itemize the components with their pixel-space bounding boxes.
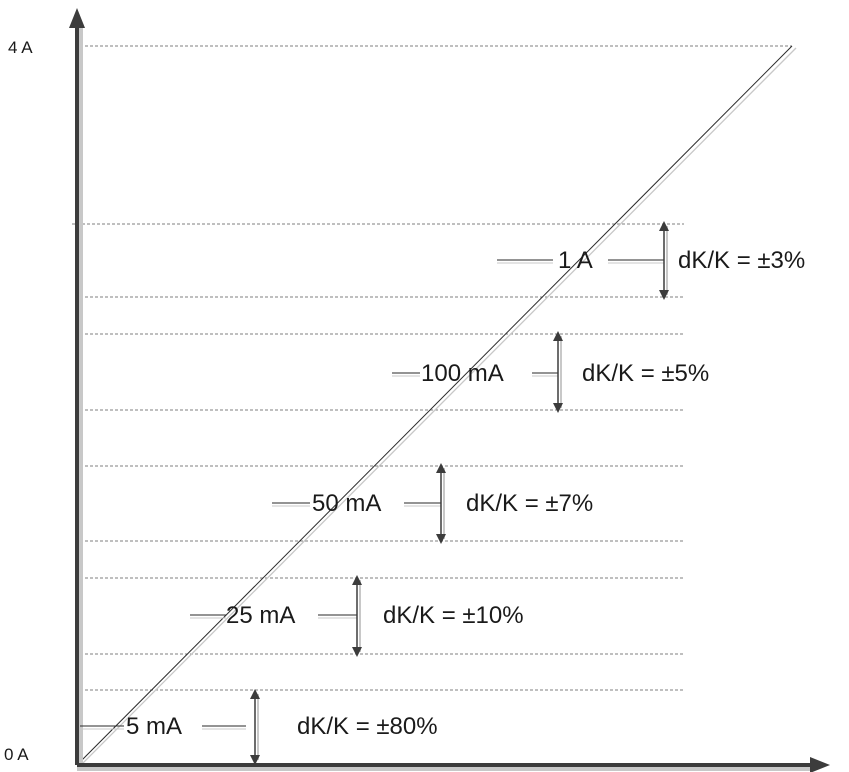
range-diagonal bbox=[79, 45, 797, 765]
band-tolerance-label: dK/K = ±80% bbox=[297, 713, 438, 740]
band-current-label: 25 mA bbox=[226, 602, 295, 629]
band-tolerance-label: dK/K = ±7% bbox=[466, 490, 593, 517]
band-1a: 1 A dK/K = ±3% bbox=[497, 221, 805, 300]
band-100ma: 100 mA dK/K = ±5% bbox=[392, 331, 709, 413]
band-25ma: 25 mA dK/K = ±10% bbox=[190, 575, 524, 657]
band-current-label: 5 mA bbox=[126, 713, 182, 740]
y-axis-top-label: 4 A bbox=[8, 38, 33, 57]
y-axis-arrow-icon bbox=[69, 8, 85, 28]
band-current-label: 50 mA bbox=[312, 490, 381, 517]
x-axis-arrow-icon bbox=[810, 757, 830, 772]
band-tolerance-label: dK/K = ±10% bbox=[383, 602, 524, 629]
band-current-label: 100 mA bbox=[421, 360, 504, 387]
band-tolerance-label: dK/K = ±5% bbox=[582, 360, 709, 387]
band-current-label: 1 A bbox=[558, 247, 593, 274]
band-5ma: 5 mA dK/K = ±80% bbox=[80, 689, 438, 765]
band-50ma: 50 mA dK/K = ±7% bbox=[272, 463, 593, 544]
band-tolerance-label: dK/K = ±3% bbox=[678, 247, 805, 274]
y-axis-bottom-label: 0 A bbox=[4, 745, 29, 764]
dashed-guides bbox=[72, 45, 792, 691]
axes bbox=[69, 8, 830, 772]
